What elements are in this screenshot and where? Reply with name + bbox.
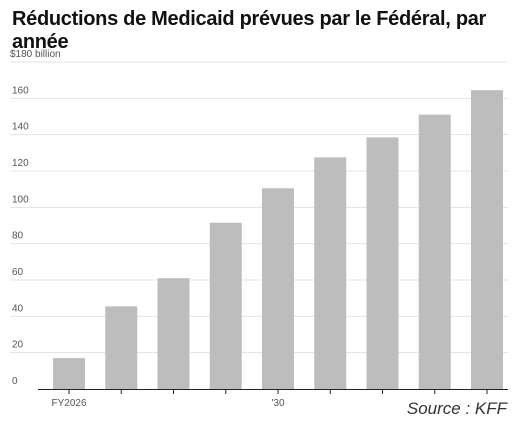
bar-2033 [418, 114, 451, 389]
y-tick-label: 140 [12, 122, 29, 133]
y-tick-label: 0 [12, 376, 18, 387]
bar-2029 [209, 222, 242, 389]
y-tick-label: 60 [12, 267, 24, 278]
chart-title: Réductions de Medicaid prévues par le Fé… [12, 8, 487, 53]
bar-2032 [366, 137, 399, 389]
x-axis: FY2026 '30 [38, 389, 508, 409]
y-tick-label: 100 [12, 194, 29, 205]
bars [53, 90, 503, 390]
y-axis-labels: 0 20 40 60 80 100 120 140 160 $180 billion [10, 49, 61, 387]
y-tick-label: 80 [12, 231, 24, 242]
source-note: Source : KFF [406, 399, 507, 418]
bar-2034 [471, 90, 503, 390]
bar-2031 [314, 157, 347, 389]
x-tick-label: FY2026 [51, 398, 86, 409]
y-tick-label: 40 [12, 303, 24, 314]
x-tick-label: '30 [271, 398, 284, 409]
bar-FY2026 [53, 358, 85, 389]
y-top-label: $180 billion [10, 49, 61, 60]
bar-2030 [262, 188, 294, 389]
bar-2028 [157, 278, 190, 389]
y-tick-label: 20 [12, 340, 24, 351]
bar-2027 [105, 306, 138, 389]
y-tick-label: 120 [12, 158, 29, 169]
y-tick-label: 160 [12, 85, 29, 96]
